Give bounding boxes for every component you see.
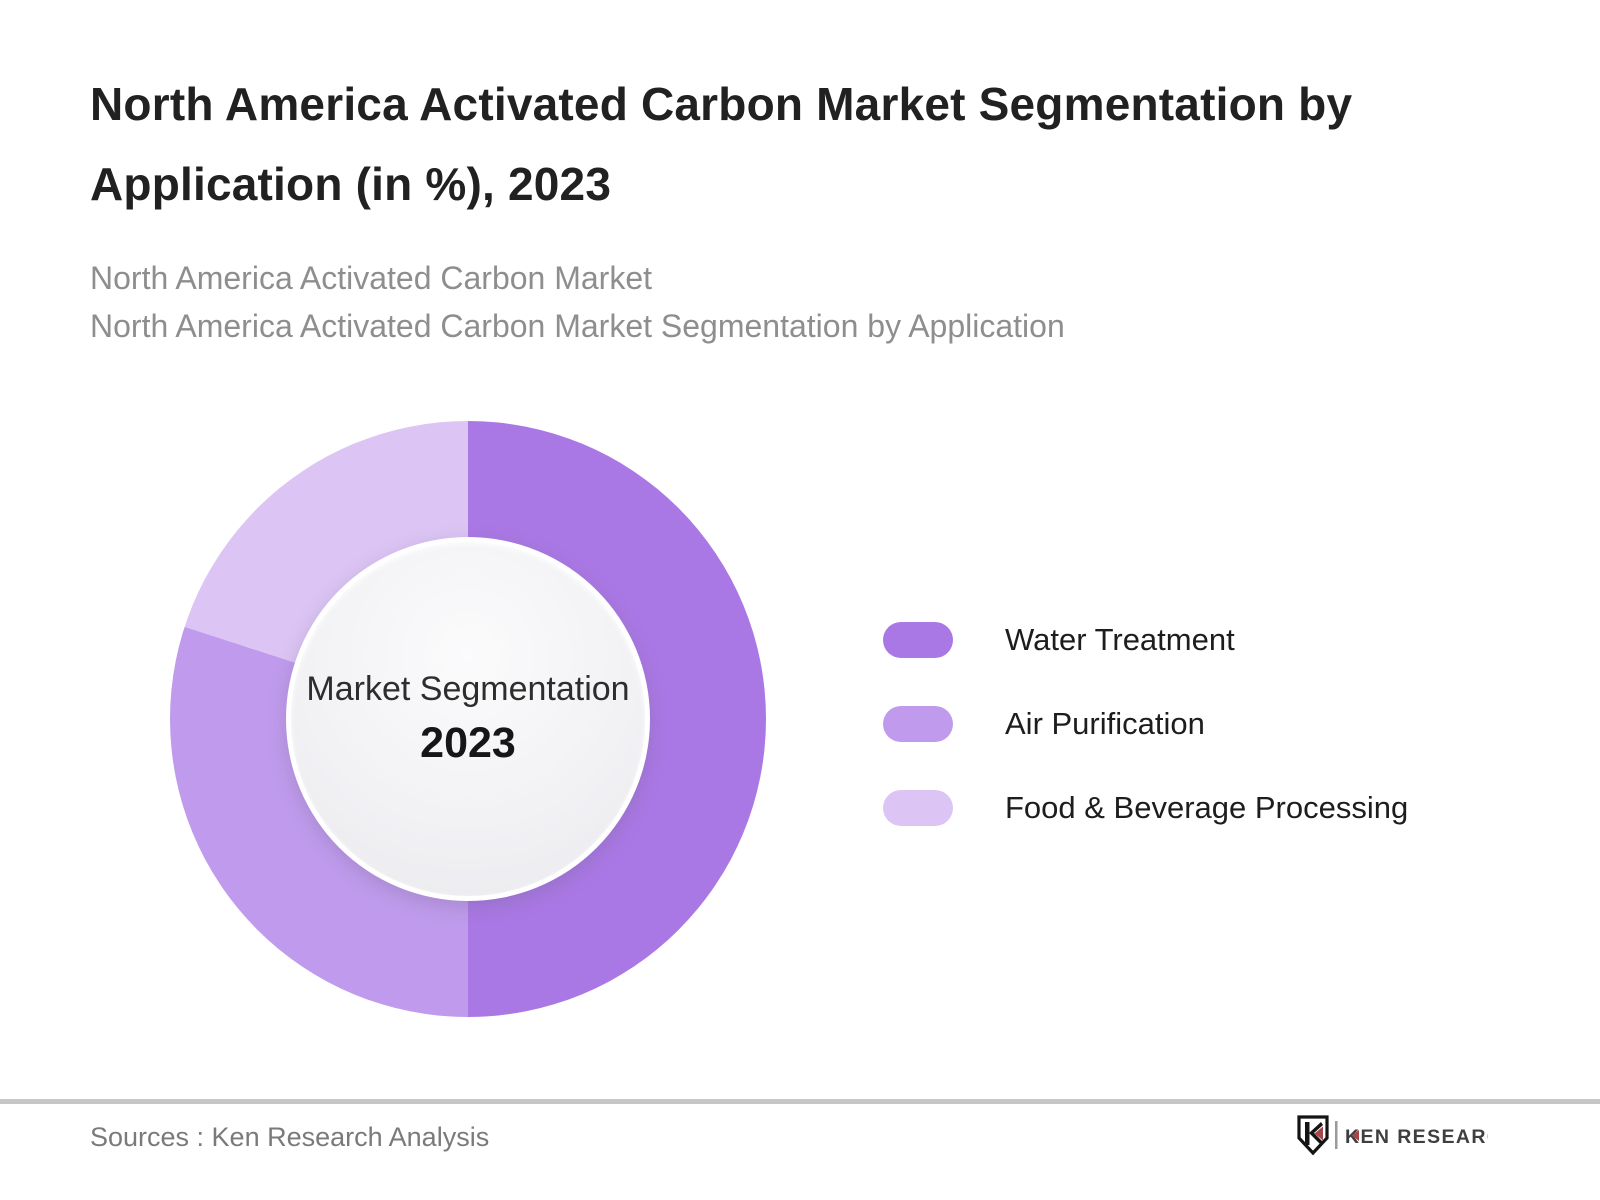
subtitle-block: North America Activated Carbon Market No… [90,254,1510,350]
svg-text:KEN RESEARCH: KEN RESEARCH [1345,1126,1488,1148]
legend-item-food-beverage-processing: Food & Beverage Processing [883,790,1408,826]
legend-label: Food & Beverage Processing [1005,790,1409,825]
page-title: North America Activated Carbon Market Se… [90,78,1353,210]
legend-swatch [883,622,953,658]
legend-label: Air Purification [1005,706,1205,741]
subtitle-line-1: North America Activated Carbon Market [90,260,653,296]
footer-divider [0,1099,1600,1104]
sources-text: Sources : Ken Research Analysis [90,1122,490,1152]
donut-center-year: 2023 [420,719,516,767]
donut-center: Market Segmentation 2023 [286,537,650,901]
ken-research-logo: KEN RESEARCH [1288,1112,1488,1160]
ken-research-logo-icon: KEN RESEARCH [1297,1115,1488,1156]
subtitle-line-2: North America Activated Carbon Market Se… [90,308,1065,344]
legend-item-air-purification: Air Purification [883,706,1408,742]
donut-center-label: Market Segmentation [306,670,630,708]
legend-swatch [883,790,953,826]
legend-swatch [883,706,953,742]
legend-item-water-treatment: Water Treatment [883,622,1408,658]
donut-chart: Market Segmentation 2023 [170,421,766,1017]
legend-label: Water Treatment [1005,622,1235,657]
chart-legend: Water Treatment Air Purification Food & … [883,622,1408,874]
